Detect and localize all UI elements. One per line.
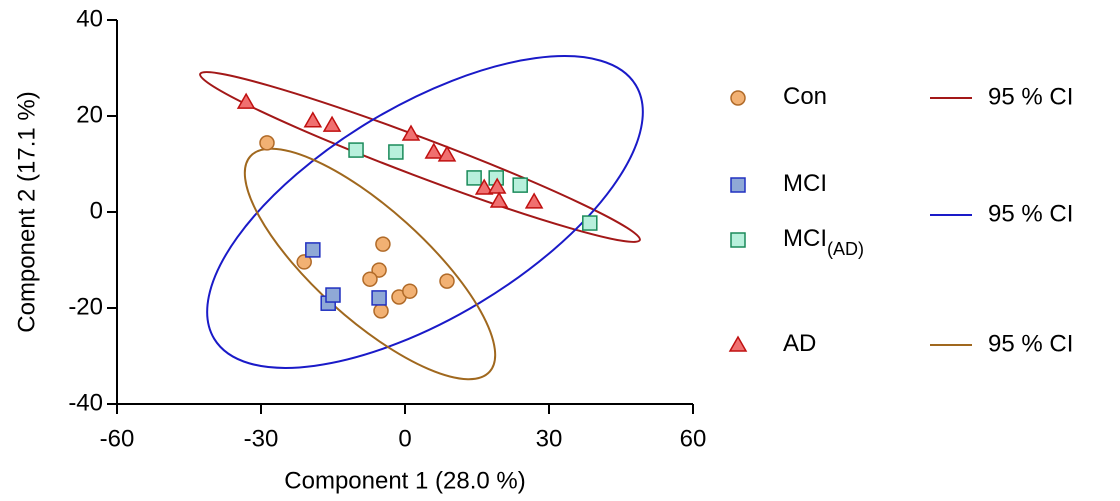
point: [487, 177, 507, 194]
y-tick-label: 0: [90, 197, 103, 224]
point: [305, 242, 321, 258]
ci-ellipse: [206, 55, 644, 369]
legend-label-text: MCI: [783, 170, 827, 197]
point: [424, 142, 444, 159]
point: [402, 283, 418, 299]
legend-label: 95 % CI: [988, 200, 1073, 227]
point: [371, 262, 387, 278]
point: [489, 191, 509, 208]
point: [582, 215, 598, 231]
x-tick-label: -60: [100, 425, 135, 452]
point: [348, 142, 364, 158]
point: [375, 236, 391, 252]
point: [325, 287, 341, 303]
point: [439, 273, 455, 289]
point: [259, 135, 275, 151]
y-tick-label: -40: [68, 389, 103, 416]
x-tick-label: 30: [536, 425, 563, 452]
legend-label: MCI: [783, 170, 827, 197]
legend-label-subscript: (AD): [827, 239, 864, 259]
legend-label: MCI(AD): [783, 225, 864, 258]
y-axis-title: Component 2 (17.1 %): [13, 91, 40, 332]
x-tick-label: 0: [398, 425, 411, 452]
x-axis-title: Component 1 (28.0 %): [284, 467, 525, 494]
point: [437, 145, 457, 162]
ci-ellipse: [199, 71, 641, 243]
legend-marker: [730, 177, 746, 193]
legend-marker: [728, 335, 748, 352]
point: [373, 303, 389, 319]
legend-label-text: AD: [783, 330, 816, 357]
legend-marker: [730, 232, 746, 248]
legend-label: AD: [783, 330, 816, 357]
y-tick-label: 20: [76, 101, 103, 128]
point: [388, 144, 404, 160]
legend-label-text: Con: [783, 83, 827, 110]
legend-marker: [730, 90, 746, 106]
y-tick-label: -20: [68, 293, 103, 320]
x-tick-label: -30: [244, 425, 279, 452]
point: [322, 115, 342, 132]
legend-label-text: MCI: [783, 225, 827, 252]
point: [512, 177, 528, 193]
point: [362, 271, 378, 287]
legend-label: 95 % CI: [988, 330, 1073, 357]
legend-label: 95 % CI: [988, 83, 1073, 110]
point: [466, 170, 482, 186]
point: [296, 254, 312, 270]
point: [303, 111, 323, 128]
y-tick-label: 40: [76, 5, 103, 32]
point: [371, 290, 387, 306]
confidence-ellipses: [199, 55, 644, 381]
point: [236, 92, 256, 109]
legend-label: Con: [783, 83, 827, 110]
x-tick-label: 60: [680, 425, 707, 452]
point: [524, 192, 544, 209]
point: [401, 124, 421, 141]
point: [474, 178, 494, 195]
